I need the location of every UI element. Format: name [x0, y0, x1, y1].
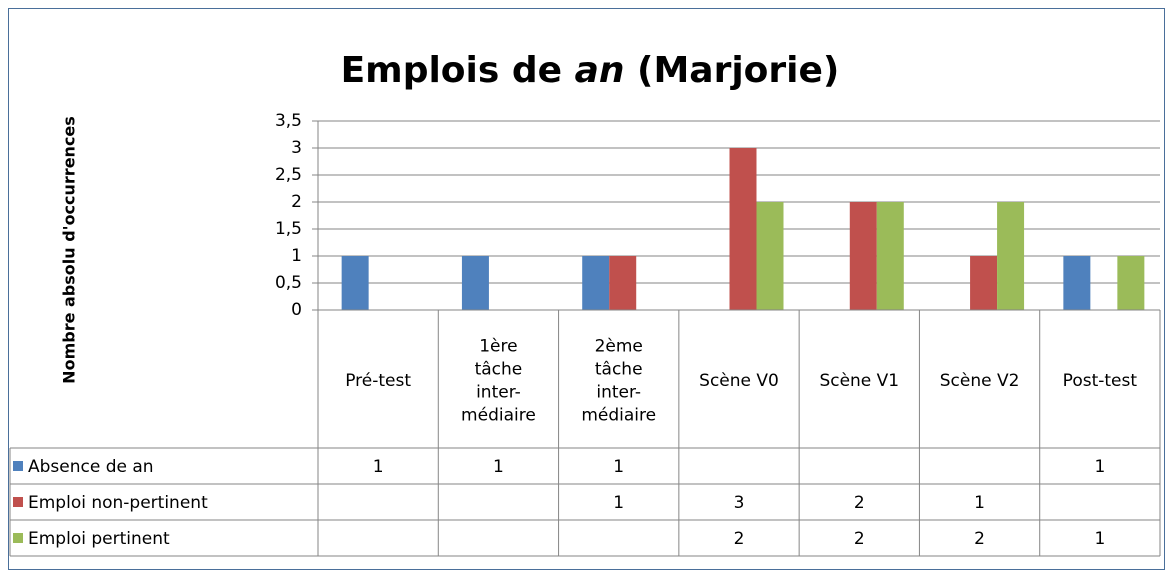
table-value: 2	[734, 529, 745, 549]
title-part: Emplois de	[341, 50, 575, 91]
bar	[582, 256, 610, 310]
table-value: 1	[1094, 529, 1105, 549]
x-tick-label: 2ème tâche inter-médiaire	[581, 337, 656, 426]
bar	[876, 202, 904, 310]
legend-key	[13, 533, 23, 543]
title-part: an	[575, 50, 625, 91]
bar	[609, 256, 637, 310]
legend-label: Emploi pertinent	[28, 529, 170, 549]
table-value: 1	[613, 493, 624, 513]
legend-label: Emploi non-pertinent	[28, 493, 208, 513]
table-value: 2	[974, 529, 985, 549]
table-value: 2	[854, 529, 865, 549]
y-tick-label: 2,5	[275, 165, 302, 185]
legend-key	[13, 497, 23, 507]
title-part: (Marjorie)	[624, 50, 839, 91]
bar	[341, 256, 369, 310]
y-tick-label: 3,5	[275, 111, 302, 131]
legend-label: Absence de an	[28, 457, 154, 477]
x-tick-label: Scène V2	[940, 371, 1020, 391]
x-tick-label: Post-test	[1063, 371, 1138, 391]
bar	[729, 148, 757, 310]
table-value: 1	[493, 457, 504, 477]
bar	[997, 202, 1025, 310]
y-tick-label: 0	[291, 300, 302, 320]
bar	[461, 256, 489, 310]
y-tick-label: 1,5	[275, 219, 302, 239]
y-tick-label: 0,5	[275, 273, 302, 293]
table-value: 2	[854, 493, 865, 513]
legend-key	[13, 461, 23, 471]
x-tick-label: Scène V1	[819, 371, 899, 391]
y-axis-title: Nombre absolu d'occurrences	[60, 116, 79, 384]
bar	[756, 202, 784, 310]
table-value: 1	[373, 457, 384, 477]
bar	[1063, 256, 1091, 310]
table-value: 1	[974, 493, 985, 513]
y-tick-label: 2	[291, 192, 302, 212]
bar	[970, 256, 998, 310]
x-tick-label: Scène V0	[699, 371, 779, 391]
table-value: 1	[613, 457, 624, 477]
table-value: 1	[1094, 457, 1105, 477]
x-tick-label: Pré-test	[345, 371, 411, 391]
chart-title: Emplois de an (Marjorie)	[341, 50, 840, 91]
y-tick-label: 1	[291, 246, 302, 266]
x-tick-label: 1ère tâche inter-médiaire	[461, 337, 536, 426]
y-tick-label: 3	[291, 138, 302, 158]
bar	[849, 202, 877, 310]
bar	[1117, 256, 1145, 310]
table-value: 3	[734, 493, 745, 513]
